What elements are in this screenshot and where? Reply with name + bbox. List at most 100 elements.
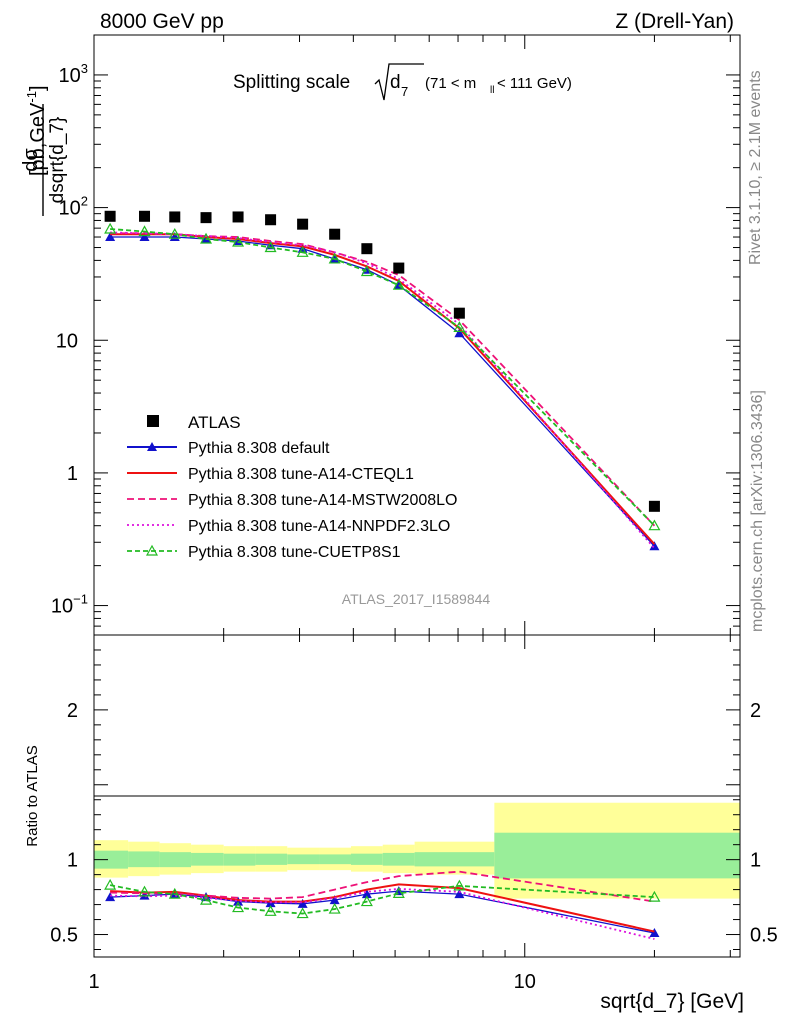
ratio-series-0-point bbox=[649, 928, 660, 938]
main-series-4-point bbox=[168, 227, 181, 239]
main-series-4-point bbox=[648, 519, 661, 531]
analysis-watermark: ATLAS_2017_I1589844 bbox=[342, 591, 491, 607]
ratio-series-4-point bbox=[264, 905, 277, 916]
x-tick-label: 1 bbox=[88, 971, 99, 993]
ratio-series-0-point bbox=[105, 892, 116, 902]
plot-title-range-sub: ll bbox=[490, 85, 494, 96]
legend-label-4: Pythia 8.308 tune-CUETP8S1 bbox=[188, 544, 401, 561]
legend: ATLAS Pythia 8.308 default Pythia 8.308 tu… bbox=[127, 413, 457, 561]
ratio-series-4-point bbox=[453, 879, 466, 891]
main-ylabel: dσ dsqrt{d_7} bbox=[20, 104, 68, 216]
mcplots-label: mcplots.cern.ch [arXiv:1306.3436] bbox=[749, 390, 766, 632]
legend-marker-atlas bbox=[147, 415, 159, 427]
ratio-series-4-point bbox=[232, 901, 245, 913]
ratio-frame bbox=[93, 634, 741, 958]
atlas-data-point bbox=[361, 243, 373, 255]
ratio-y-tick-label-right: 2 bbox=[750, 700, 761, 722]
ratio-series-4-point bbox=[200, 893, 213, 905]
plot-title-symbol: d bbox=[390, 72, 401, 93]
plot-title-range: (71 < m bbox=[425, 75, 476, 92]
atlas-data-point bbox=[104, 210, 116, 222]
ratio-series-4-point bbox=[392, 887, 405, 898]
rivet-label: Rivet 3.1.10, ≥ 2.1M events bbox=[747, 70, 764, 265]
main-series-0-point bbox=[105, 232, 116, 242]
atlas-data-point bbox=[297, 218, 309, 230]
main-series-4-point bbox=[232, 235, 245, 247]
ratio-axis-ticks: 2 2 1 1 0.5 0.5 1 10 bbox=[50, 634, 778, 993]
ylabel-numerator: dσ bbox=[20, 148, 42, 172]
inner-band-segment bbox=[287, 854, 320, 865]
ratio-y-tick-label-right: 1 bbox=[750, 850, 761, 872]
legend-marker-0 bbox=[147, 442, 157, 451]
inner-band-segment bbox=[382, 852, 415, 866]
legend-label-3: Pythia 8.308 tune-A14-NNPDF2.3LO bbox=[188, 518, 450, 535]
main-ylabel-units: [pb,GeV-1] bbox=[24, 85, 49, 176]
inner-band-segment bbox=[128, 851, 160, 868]
main-series-0-point bbox=[454, 328, 465, 338]
ratio-uncertainty-bands bbox=[94, 802, 740, 899]
inner-band-segment bbox=[494, 832, 740, 879]
ratio-series-4-point bbox=[328, 902, 341, 914]
atlas-data-point bbox=[453, 307, 465, 319]
main-series-4-point bbox=[392, 278, 405, 290]
main-series-group bbox=[104, 210, 661, 551]
legend-marker-4 bbox=[145, 544, 159, 556]
ratio-series-0-point bbox=[454, 889, 465, 899]
atlas-data-point bbox=[393, 262, 405, 274]
main-series-4-point bbox=[264, 241, 277, 253]
y-tick-label: 103 bbox=[59, 61, 88, 87]
x-tick-label: 10 bbox=[514, 971, 536, 993]
ratio-series-0-point bbox=[297, 898, 308, 908]
atlas-data-point bbox=[265, 214, 277, 226]
main-series-4-point bbox=[296, 246, 309, 257]
inner-band-segment bbox=[94, 850, 129, 869]
main-series-4-line bbox=[110, 228, 656, 527]
legend-label-0: Pythia 8.308 default bbox=[188, 440, 330, 457]
main-series-4-point bbox=[138, 225, 151, 237]
ratio-ylabel: Ratio to ATLAS bbox=[24, 745, 41, 846]
atlas-data-point bbox=[169, 211, 181, 223]
inner-band-segment bbox=[414, 852, 495, 867]
ratio-y-tick-label: 2 bbox=[67, 700, 78, 722]
inner-band-segment bbox=[223, 853, 256, 866]
ratio-series-3-line bbox=[110, 887, 655, 940]
main-series-4-point bbox=[360, 265, 373, 277]
y-tick-label: 1 bbox=[67, 463, 78, 485]
plot-title-range-end: < 111 GeV) bbox=[497, 75, 572, 92]
y-tick-label: 102 bbox=[59, 194, 88, 220]
main-series-3-line bbox=[110, 231, 656, 549]
inner-band-segment bbox=[159, 852, 192, 868]
ratio-series-4-point bbox=[168, 887, 181, 899]
legend-label-2: Pythia 8.308 tune-A14-MSTW2008LO bbox=[188, 492, 457, 509]
main-series-4-point bbox=[328, 252, 341, 264]
ratio-series-4-point bbox=[360, 895, 373, 907]
ratio-series-4-point bbox=[104, 878, 117, 890]
main-series-0-point bbox=[649, 541, 660, 551]
ratio-series-0-point bbox=[329, 895, 340, 905]
inner-band-segment bbox=[255, 853, 288, 865]
atlas-data-point bbox=[232, 211, 244, 223]
header-right: Z (Drell-Yan) bbox=[615, 10, 734, 33]
legend-label-atlas: ATLAS bbox=[188, 413, 241, 432]
plot-title: Splitting scale d 7 (71 < m ll < 111 GeV… bbox=[233, 63, 572, 101]
x-axis-label: sqrt{d_7} [GeV] bbox=[600, 990, 744, 1013]
ylabel-units-text: [pb,GeV-1] bbox=[24, 85, 49, 176]
ylabel-denominator: dsqrt{d_7} bbox=[47, 117, 68, 204]
atlas-data-point bbox=[139, 210, 151, 222]
legend-label-1: Pythia 8.308 tune-A14-CTEQL1 bbox=[188, 466, 414, 483]
ratio-series-4-point bbox=[648, 890, 661, 902]
inner-band-segment bbox=[350, 853, 383, 865]
plot-title-text: Splitting scale bbox=[233, 72, 350, 93]
y-tick-label: 10 bbox=[56, 330, 78, 352]
ratio-series-0-point bbox=[139, 890, 150, 900]
inner-band-segment bbox=[319, 854, 351, 865]
inner-band-segment bbox=[191, 852, 224, 866]
main-series-4-point bbox=[453, 321, 466, 332]
main-series-0-point bbox=[139, 232, 150, 242]
main-series-4-point bbox=[104, 222, 117, 234]
atlas-data-point bbox=[200, 212, 212, 224]
y-tick-label: 10−1 bbox=[51, 592, 88, 618]
sqrt-symbol-icon bbox=[374, 63, 424, 101]
